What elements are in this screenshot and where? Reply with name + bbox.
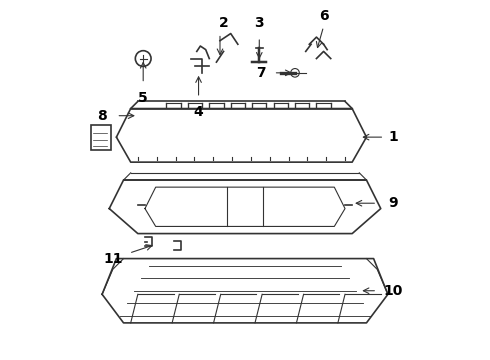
Text: 10: 10 <box>384 284 403 298</box>
Text: 6: 6 <box>319 9 328 23</box>
Text: 1: 1 <box>389 130 398 144</box>
Text: 4: 4 <box>194 105 203 119</box>
Text: 9: 9 <box>389 196 398 210</box>
Text: 5: 5 <box>138 91 148 105</box>
Text: 3: 3 <box>254 16 264 30</box>
Text: 2: 2 <box>219 16 228 30</box>
Text: 7: 7 <box>256 66 266 80</box>
Text: 8: 8 <box>97 109 107 123</box>
Text: 11: 11 <box>103 252 122 266</box>
